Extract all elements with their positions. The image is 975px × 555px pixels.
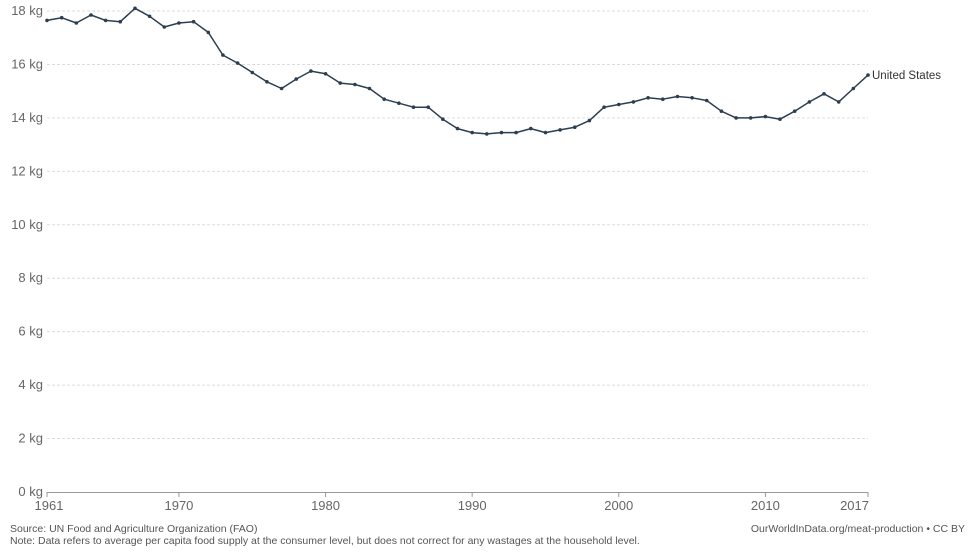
data-point xyxy=(851,86,856,91)
data-point xyxy=(543,130,548,135)
data-point xyxy=(573,125,577,129)
data-point xyxy=(411,105,416,109)
data-point xyxy=(822,92,826,96)
x-tick-label: 1990 xyxy=(458,498,487,513)
data-point xyxy=(118,19,123,24)
data-point xyxy=(323,72,328,76)
data-point xyxy=(631,100,636,104)
data-point xyxy=(470,130,475,135)
y-tick-label: 6 kg xyxy=(18,324,43,339)
data-point xyxy=(250,70,255,75)
data-point xyxy=(617,102,621,107)
y-tick-label: 8 kg xyxy=(18,270,43,285)
data-point xyxy=(367,86,372,91)
data-point xyxy=(778,117,782,121)
data-point xyxy=(309,69,313,73)
y-tick-label: 0 kg xyxy=(18,484,43,499)
data-point xyxy=(529,126,533,131)
data-point xyxy=(734,116,738,120)
data-point xyxy=(45,18,49,23)
x-axis: 1961 1970 1980 1990 2000 2010 2017 xyxy=(35,492,869,513)
data-point xyxy=(74,21,79,25)
data-point xyxy=(690,96,694,100)
data-point xyxy=(602,105,606,109)
data-point xyxy=(103,18,108,23)
data-point xyxy=(499,130,504,135)
data-point xyxy=(133,6,137,11)
data-point xyxy=(353,82,357,87)
x-tick-label: 1961 xyxy=(35,498,64,513)
series-line xyxy=(46,7,869,135)
data-point xyxy=(646,96,650,100)
data-point xyxy=(235,61,240,65)
y-tick-label: 12 kg xyxy=(11,163,43,178)
y-tick-label: 14 kg xyxy=(11,110,43,125)
data-point xyxy=(426,105,431,109)
series-layer: United States xyxy=(45,6,941,136)
y-tick-label: 2 kg xyxy=(18,431,43,446)
source-note: Source: UN Food and Agriculture Organiza… xyxy=(10,523,258,535)
y-tick-label: 4 kg xyxy=(18,377,43,392)
data-point xyxy=(587,118,592,123)
x-tick-label: 1970 xyxy=(164,498,193,513)
x-tick-label: 2000 xyxy=(604,498,633,513)
y-tick-label: 18 kg xyxy=(11,3,43,18)
data-point xyxy=(294,77,299,81)
data-note: Note: Data refers to average per capita … xyxy=(10,535,640,547)
data-point xyxy=(748,116,753,120)
data-point xyxy=(265,80,269,84)
data-point xyxy=(338,81,343,85)
attribution-link[interactable]: OurWorldInData.org/meat-production • CC … xyxy=(751,523,965,536)
data-point xyxy=(279,86,284,91)
attribution-link-text[interactable]: OurWorldInData.org/meat-production • CC … xyxy=(750,523,965,535)
series-label: United States xyxy=(872,70,941,82)
data-point xyxy=(191,19,196,24)
data-point xyxy=(675,94,680,99)
data-point xyxy=(221,53,225,57)
data-point xyxy=(866,73,870,77)
data-point xyxy=(397,101,401,105)
data-point xyxy=(485,132,489,136)
x-tick-label: 2017 xyxy=(840,498,869,513)
data-point xyxy=(441,117,445,121)
data-point xyxy=(59,15,64,20)
data-point xyxy=(719,109,724,113)
data-point xyxy=(763,114,768,119)
data-point xyxy=(558,128,562,132)
data-point xyxy=(661,97,665,101)
x-tick-label: 1980 xyxy=(311,498,340,513)
gridlines xyxy=(47,10,868,440)
data-point xyxy=(807,100,812,104)
data-point xyxy=(455,126,460,131)
y-axis-tick-labels: 0 kg 2 kg 4 kg 6 kg 8 kg 10 kg 12 kg 14 kg 16 kg… xyxy=(11,3,43,499)
y-tick-label: 10 kg xyxy=(11,217,43,232)
data-point xyxy=(514,130,518,135)
data-point xyxy=(206,30,211,35)
data-point xyxy=(162,25,167,29)
data-point xyxy=(836,100,841,104)
y-tick-label: 16 kg xyxy=(11,56,43,71)
data-point xyxy=(147,14,152,19)
x-tick-label: 2010 xyxy=(751,498,780,513)
data-point xyxy=(382,97,387,101)
data-point xyxy=(704,98,709,103)
data-point xyxy=(89,13,93,17)
data-point xyxy=(792,109,797,113)
data-point xyxy=(177,21,181,25)
